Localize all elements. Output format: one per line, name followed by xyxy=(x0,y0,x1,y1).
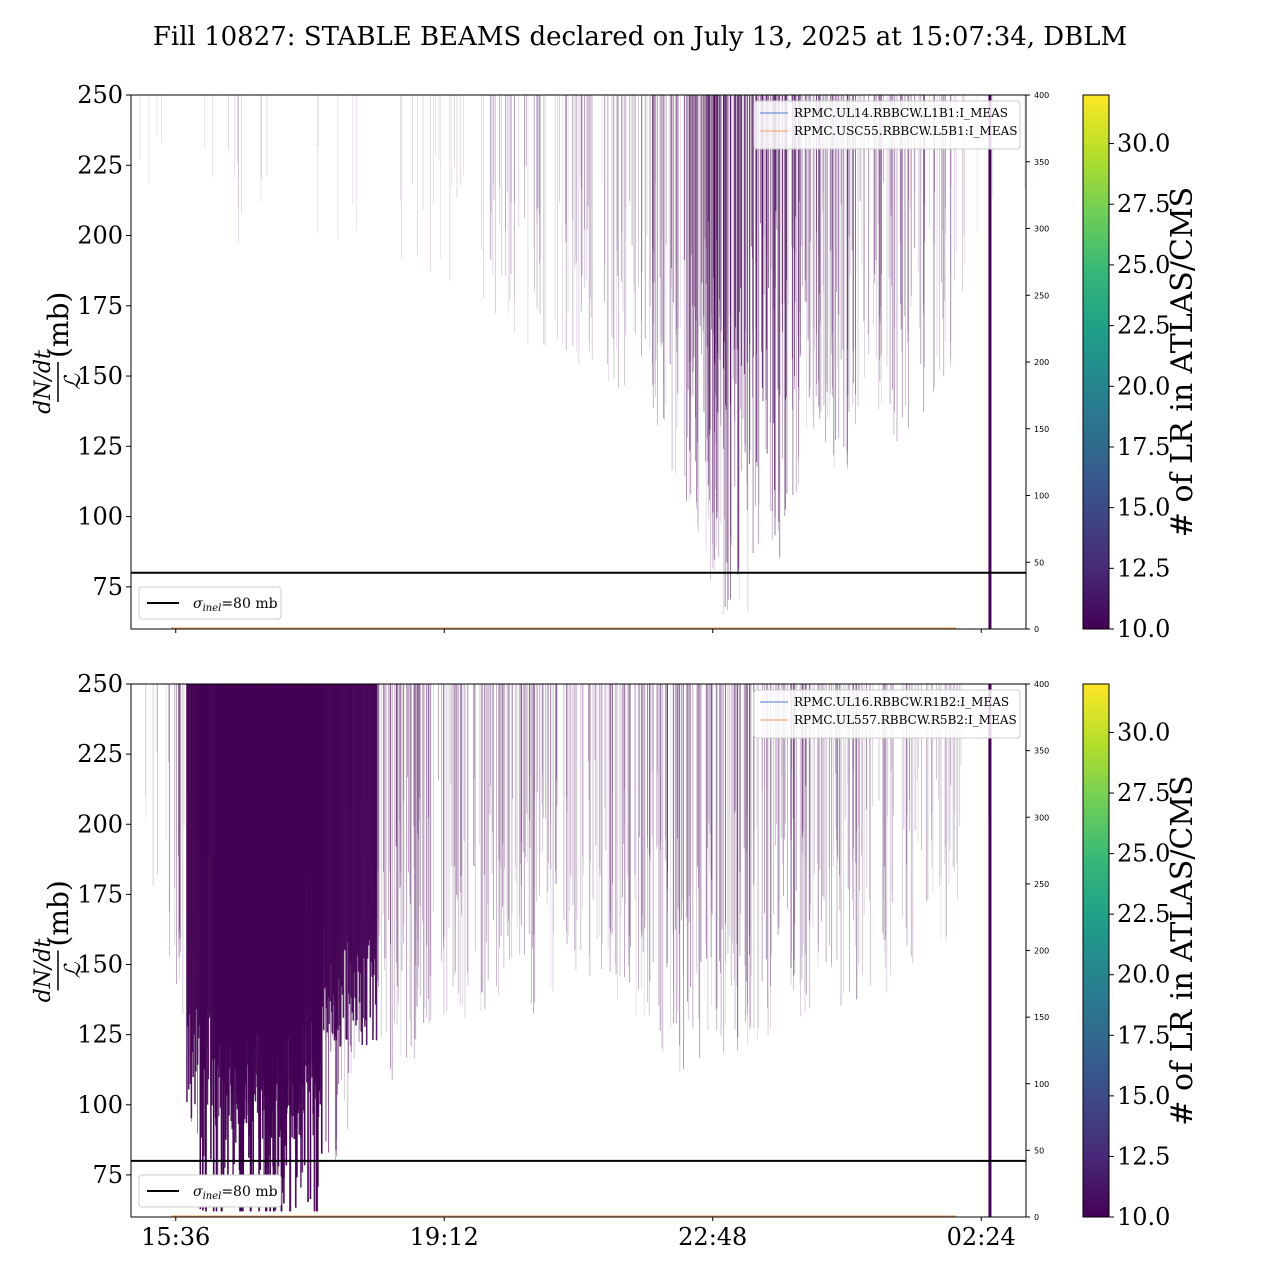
y-axis-label: dN/dt ℒ (mb) xyxy=(31,292,86,414)
sigma-symbol: σ xyxy=(193,1184,203,1200)
colorbar-label: # of LR in ATLAS/CMS xyxy=(1165,187,1200,537)
y-tick-label: 150 xyxy=(77,362,123,390)
reference-legend-frame xyxy=(138,1174,282,1208)
colorbar-tick-label: 20.0 xyxy=(1117,961,1170,989)
colorbar-tick-label: 27.5 xyxy=(1117,779,1170,807)
colorbar-tick-label: 12.5 xyxy=(1117,554,1170,582)
data-area-top xyxy=(139,95,1025,629)
y-label-denominator: ℒ xyxy=(61,373,86,390)
colorbar-tick-label: 17.5 xyxy=(1117,433,1170,461)
colorbar-tick-label: 30.0 xyxy=(1117,130,1170,158)
y-tick-label: 175 xyxy=(77,292,123,320)
y2-tick-label: 200 xyxy=(1034,947,1049,956)
sigma-value: =80 mb xyxy=(221,1184,277,1200)
colorbar-tick-label: 10.0 xyxy=(1117,1203,1170,1231)
y2-tick-label: 250 xyxy=(1034,291,1049,300)
y2-tick-label: 100 xyxy=(1034,492,1049,501)
x-tick-label: 02:24 xyxy=(947,1223,1016,1251)
y-label-unit: (mb) xyxy=(42,292,75,358)
y-tick-label: 250 xyxy=(77,81,123,109)
y-tick-label: 125 xyxy=(77,1021,123,1049)
y2-tick-label: 250 xyxy=(1034,880,1049,889)
figure-title: Fill 10827: STABLE BEAMS declared on Jul… xyxy=(153,22,1127,52)
y-axis-label: dN/dt ℒ (mb) xyxy=(31,880,86,1002)
colorbar: 10.0 12.5 15.0 17.5 20.0 22.5 25.0 27.5 30.0 # of… xyxy=(1082,94,1200,643)
y2-tick-label: 50 xyxy=(1034,558,1044,567)
y2-tick-label: 350 xyxy=(1034,747,1049,756)
y2-tick-label: 400 xyxy=(1034,680,1049,689)
x-tick-label: 15:36 xyxy=(141,1223,210,1251)
y-tick-label: 100 xyxy=(77,1091,123,1119)
legend-entry: RPMC.UL557.RBBCW.R5B2:I_MEAS xyxy=(794,713,1017,727)
y2-tick-label: 0 xyxy=(1034,1213,1039,1222)
sigma-symbol: σ xyxy=(193,596,203,612)
y-tick-label: 125 xyxy=(77,432,123,460)
colorbar-label: # of LR in ATLAS/CMS xyxy=(1165,775,1200,1125)
y-tick-label: 175 xyxy=(77,880,123,908)
y-tick-label: 150 xyxy=(77,951,123,979)
reference-legend-label: σinel=80 mb xyxy=(193,596,278,614)
y2-tick-label: 300 xyxy=(1034,813,1049,822)
y-label-denominator: ℒ xyxy=(61,961,86,978)
colorbar-tick-label: 27.5 xyxy=(1117,190,1170,218)
sigma-subscript: inel xyxy=(203,1191,222,1202)
y-tick-label: 200 xyxy=(77,222,123,250)
reference-legend: σinel=80 mb xyxy=(138,1174,282,1208)
legend-frame xyxy=(753,100,1021,150)
y-tick-label: 75 xyxy=(92,573,123,601)
legend-entry: RPMC.UL16.RBBCW.R1B2:I_MEAS xyxy=(794,695,1009,709)
y2-tick-label: 400 xyxy=(1034,91,1049,100)
legend-entry: RPMC.UL14.RBBCW.L1B1:I_MEAS xyxy=(794,106,1008,120)
sigma-value: =80 mb xyxy=(221,596,277,612)
y2-tick-label: 150 xyxy=(1034,425,1049,434)
colorbar-gradient xyxy=(1082,683,1110,1218)
x-tick-label: 22:48 xyxy=(678,1223,747,1251)
legend-box: RPMC.UL16.RBBCW.R1B2:I_MEAS RPMC.UL557.RB… xyxy=(753,689,1021,739)
legend-box: RPMC.UL14.RBBCW.L1B1:I_MEAS RPMC.USC55.RB… xyxy=(753,100,1021,150)
x-tick-label: 19:12 xyxy=(410,1223,479,1251)
colorbar-tick-label: 25.0 xyxy=(1117,840,1170,868)
colorbar-tick-label: 12.5 xyxy=(1117,1142,1170,1170)
colorbar-tick-label: 22.5 xyxy=(1117,900,1170,928)
colorbar-tick-label: 15.0 xyxy=(1117,1082,1170,1110)
y-tick-label: 225 xyxy=(77,151,123,179)
y-tick-label: 250 xyxy=(77,670,123,698)
y-label-numerator: dN/dt xyxy=(31,939,56,1003)
y-tick-label: 225 xyxy=(77,740,123,768)
reference-legend-label: σinel=80 mb xyxy=(193,1184,278,1202)
reference-legend-frame xyxy=(138,586,282,620)
panels-group: 75 100 125 150 175 200 225 250 0 50 100 150 200 250 30… xyxy=(31,81,1200,1251)
y2-tick-label: 150 xyxy=(1034,1013,1049,1022)
colorbar-tick-label: 22.5 xyxy=(1117,312,1170,340)
colorbar-tick-label: 30.0 xyxy=(1117,718,1170,746)
y-tick-label: 200 xyxy=(77,810,123,838)
y2-tick-label: 350 xyxy=(1034,158,1049,167)
colorbar: 10.0 12.5 15.0 17.5 20.0 22.5 25.0 27.5 30.0 # of… xyxy=(1082,683,1200,1231)
colorbar-tick-label: 17.5 xyxy=(1117,1021,1170,1049)
sigma-subscript: inel xyxy=(203,603,222,614)
colorbar-tick-label: 15.0 xyxy=(1117,494,1170,522)
colorbar-gradient xyxy=(1082,94,1110,630)
y2-tick-label: 50 xyxy=(1034,1146,1044,1155)
legend-entry: RPMC.USC55.RBBCW.L5B1:I_MEAS xyxy=(794,124,1017,138)
reference-legend: σinel=80 mb xyxy=(138,586,282,620)
y-tick-label: 100 xyxy=(77,503,123,531)
y2-tick-label: 200 xyxy=(1034,358,1049,367)
y2-tick-label: 100 xyxy=(1034,1080,1049,1089)
y-label-numerator: dN/dt xyxy=(31,350,56,414)
colorbar-tick-label: 20.0 xyxy=(1117,372,1170,400)
y2-tick-label: 300 xyxy=(1034,225,1049,234)
colorbar-tick-label: 10.0 xyxy=(1117,615,1170,643)
data-area-bottom xyxy=(145,684,992,1217)
panel-top: 75 100 125 150 175 200 225 250 0 50 100 150 200 250 30… xyxy=(31,81,1200,643)
y-tick-label: 75 xyxy=(92,1161,123,1189)
panel-bottom: 75 100 125 150 175 200 225 250 0 50 100 150 200 250 30… xyxy=(31,670,1200,1251)
colorbar-tick-label: 25.0 xyxy=(1117,251,1170,279)
y2-tick-label: 0 xyxy=(1034,625,1039,634)
legend-frame xyxy=(753,689,1021,739)
y-label-unit: (mb) xyxy=(42,880,75,946)
